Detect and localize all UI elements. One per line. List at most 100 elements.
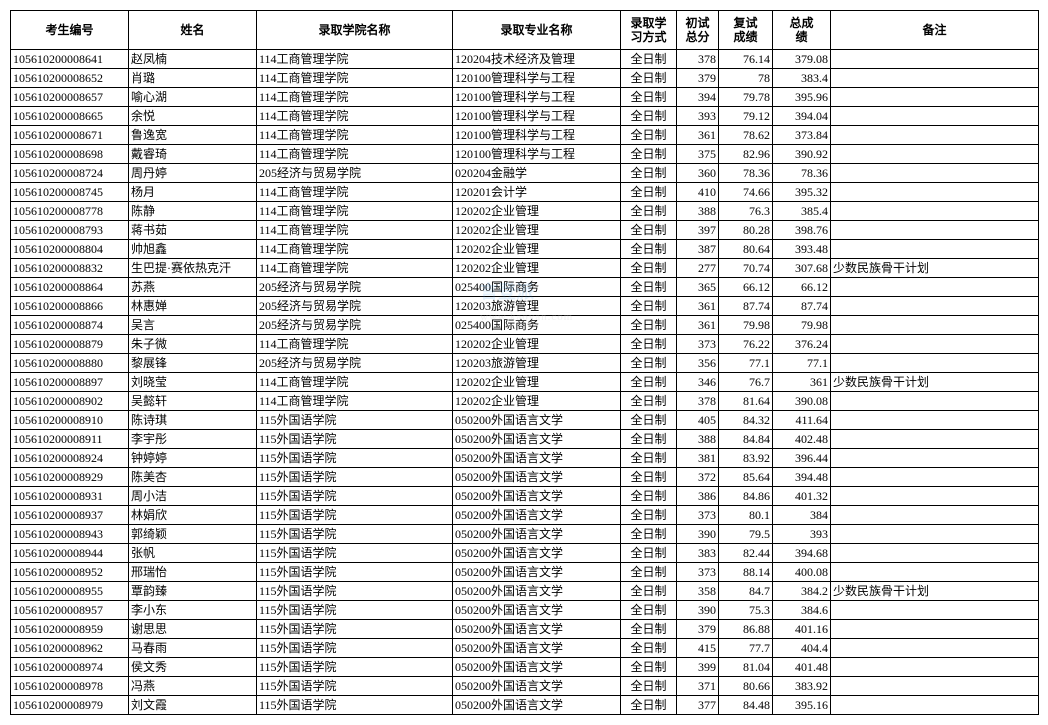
cell-total: 390.08: [773, 392, 831, 411]
cell-reexam: 84.48: [719, 696, 773, 715]
cell-reexam: 77.7: [719, 639, 773, 658]
cell-reexam: 78.62: [719, 126, 773, 145]
table-row: 105610200008652肖璐114工商管理学院120100管理科学与工程全…: [11, 69, 1039, 88]
cell-total: 404.4: [773, 639, 831, 658]
cell-note: [831, 50, 1039, 69]
cell-name: 李宇彤: [129, 430, 257, 449]
cell-name: 周小洁: [129, 487, 257, 506]
cell-prelim: 405: [677, 411, 719, 430]
cell-total: 376.24: [773, 335, 831, 354]
table-row: 105610200008874吴言205经济与贸易学院025400国际商务全日制…: [11, 316, 1039, 335]
cell-major: 120203旅游管理: [453, 354, 621, 373]
cell-prelim: 277: [677, 259, 719, 278]
cell-note: [831, 487, 1039, 506]
cell-total: 66.12: [773, 278, 831, 297]
cell-id: 105610200008924: [11, 449, 129, 468]
table-row: 105610200008657喻心湖114工商管理学院120100管理科学与工程…: [11, 88, 1039, 107]
cell-prelim: 390: [677, 601, 719, 620]
cell-college: 115外国语学院: [257, 411, 453, 430]
cell-major: 120100管理科学与工程: [453, 69, 621, 88]
cell-major: 050200外国语言文学: [453, 582, 621, 601]
cell-total: 411.64: [773, 411, 831, 430]
cell-college: 115外国语学院: [257, 468, 453, 487]
cell-id: 105610200008943: [11, 525, 129, 544]
cell-name: 朱子微: [129, 335, 257, 354]
cell-reexam: 79.98: [719, 316, 773, 335]
cell-major: 120202企业管理: [453, 221, 621, 240]
cell-college: 115外国语学院: [257, 601, 453, 620]
cell-mode: 全日制: [621, 202, 677, 221]
cell-id: 105610200008952: [11, 563, 129, 582]
cell-mode: 全日制: [621, 164, 677, 183]
cell-reexam: 79.78: [719, 88, 773, 107]
cell-total: 401.48: [773, 658, 831, 677]
cell-id: 105610200008793: [11, 221, 129, 240]
cell-total: 401.32: [773, 487, 831, 506]
header-id: 考生编号: [11, 11, 129, 50]
cell-mode: 全日制: [621, 620, 677, 639]
cell-mode: 全日制: [621, 88, 677, 107]
cell-major: 120202企业管理: [453, 335, 621, 354]
cell-note: [831, 430, 1039, 449]
cell-note: [831, 544, 1039, 563]
cell-major: 120202企业管理: [453, 259, 621, 278]
cell-reexam: 80.66: [719, 677, 773, 696]
cell-reexam: 84.32: [719, 411, 773, 430]
cell-major: 120100管理科学与工程: [453, 126, 621, 145]
cell-name: 吴懿轩: [129, 392, 257, 411]
cell-note: [831, 202, 1039, 221]
cell-reexam: 76.14: [719, 50, 773, 69]
table-row: 105610200008937林娟欣115外国语学院050200外国语言文学全日…: [11, 506, 1039, 525]
table-row: 105610200008974侯文秀115外国语学院050200外国语言文学全日…: [11, 658, 1039, 677]
cell-reexam: 80.28: [719, 221, 773, 240]
cell-college: 115外国语学院: [257, 506, 453, 525]
cell-reexam: 75.3: [719, 601, 773, 620]
cell-prelim: 361: [677, 316, 719, 335]
table-row: 105610200008943郭绮颖115外国语学院050200外国语言文学全日…: [11, 525, 1039, 544]
cell-id: 105610200008937: [11, 506, 129, 525]
cell-college: 114工商管理学院: [257, 145, 453, 164]
table-row: 105610200008880黎展锋205经济与贸易学院120203旅游管理全日…: [11, 354, 1039, 373]
table-row: 105610200008978冯燕115外国语学院050200外国语言文学全日制…: [11, 677, 1039, 696]
cell-prelim: 397: [677, 221, 719, 240]
header-row: 考生编号 姓名 录取学院名称 录取专业名称 录取学习方式 初试总分 复试成绩 总…: [11, 11, 1039, 50]
cell-total: 385.4: [773, 202, 831, 221]
cell-name: 赵凤楠: [129, 50, 257, 69]
cell-major: 025400国际商务: [453, 316, 621, 335]
cell-note: [831, 354, 1039, 373]
cell-name: 邢瑞怡: [129, 563, 257, 582]
cell-major: 120202企业管理: [453, 240, 621, 259]
cell-name: 生巴提·赛依热克汗: [129, 259, 257, 278]
cell-major: 050200外国语言文学: [453, 449, 621, 468]
cell-note: [831, 69, 1039, 88]
table-row: 105610200008724周丹婷205经济与贸易学院020204金融学全日制…: [11, 164, 1039, 183]
cell-note: [831, 468, 1039, 487]
cell-prelim: 379: [677, 620, 719, 639]
cell-note: [831, 221, 1039, 240]
cell-prelim: 388: [677, 430, 719, 449]
table-row: 105610200008897刘晓莹114工商管理学院120202企业管理全日制…: [11, 373, 1039, 392]
cell-college: 114工商管理学院: [257, 221, 453, 240]
cell-note: [831, 525, 1039, 544]
cell-prelim: 379: [677, 69, 719, 88]
cell-name: 吴言: [129, 316, 257, 335]
cell-major: 050200外国语言文学: [453, 506, 621, 525]
cell-prelim: 386: [677, 487, 719, 506]
cell-name: 张帆: [129, 544, 257, 563]
cell-mode: 全日制: [621, 430, 677, 449]
cell-name: 李小东: [129, 601, 257, 620]
cell-name: 冯燕: [129, 677, 257, 696]
cell-note: [831, 449, 1039, 468]
cell-name: 刘晓莹: [129, 373, 257, 392]
cell-reexam: 77.1: [719, 354, 773, 373]
admission-table: 考生编号 姓名 录取学院名称 录取专业名称 录取学习方式 初试总分 复试成绩 总…: [10, 10, 1039, 715]
cell-major: 120201会计学: [453, 183, 621, 202]
table-row: 105610200008944张帆115外国语学院050200外国语言文学全日制…: [11, 544, 1039, 563]
cell-reexam: 86.88: [719, 620, 773, 639]
cell-note: [831, 297, 1039, 316]
cell-mode: 全日制: [621, 183, 677, 202]
cell-name: 林惠婵: [129, 297, 257, 316]
cell-note: [831, 411, 1039, 430]
cell-name: 帅旭鑫: [129, 240, 257, 259]
cell-reexam: 88.14: [719, 563, 773, 582]
